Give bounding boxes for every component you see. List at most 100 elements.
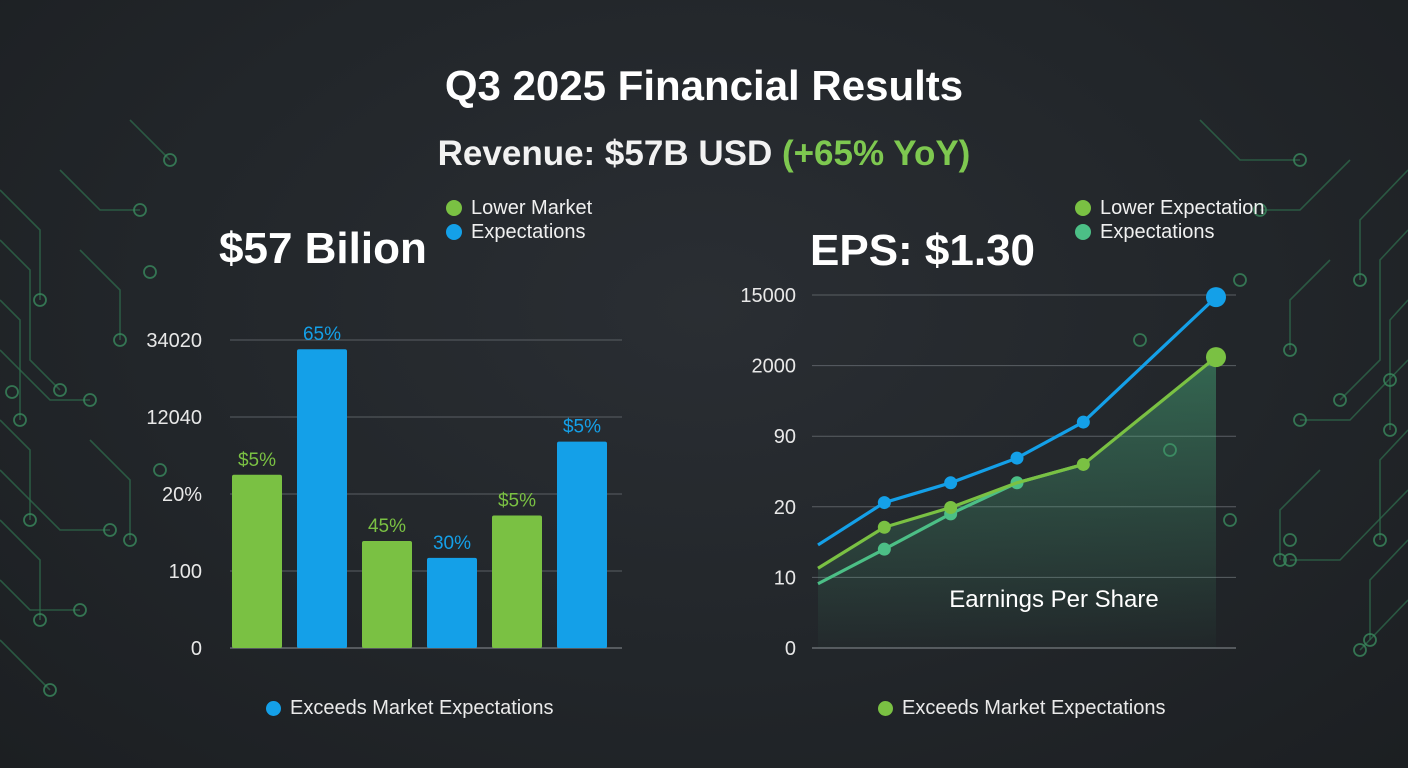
circuit-trace — [0, 349, 90, 401]
circuit-node — [1293, 153, 1307, 167]
circuit-trace — [0, 639, 51, 691]
bar-value-label: $5% — [498, 491, 536, 512]
y-tick-label: 0 — [191, 638, 202, 660]
circuit-node — [43, 683, 57, 697]
y-tick-label: 20 — [774, 497, 796, 519]
revenue-bar-chart: 0 100 20% 12040 34020 $5% 65% 45% 30% $5% $5% — [146, 324, 622, 660]
circuit-trace — [1389, 299, 1408, 430]
eps-line-chart: 0 10 20 90 2000 15000 Earnings Per Share — [740, 285, 1236, 660]
data-point — [944, 476, 958, 490]
bar — [427, 557, 477, 648]
circuit-node — [1383, 423, 1397, 437]
revenue-text: Revenue: $57B USD — [437, 134, 782, 173]
circuit-node — [1233, 273, 1247, 287]
circuit-trace — [1279, 469, 1321, 560]
circuit-trace — [1260, 159, 1351, 211]
circuit-node — [1333, 393, 1347, 407]
circuit-node — [103, 523, 117, 537]
bar-value-label: 65% — [303, 324, 341, 345]
data-point — [1206, 347, 1226, 368]
circuit-node — [13, 413, 27, 427]
circuit-node — [1353, 273, 1367, 287]
circuit-node — [1353, 643, 1367, 657]
legend-label: Expectations — [471, 220, 586, 243]
circuit-node — [1373, 533, 1387, 547]
circuit-trace — [89, 439, 131, 540]
circuit-trace — [1359, 169, 1408, 280]
left-legend-item: Lower Market — [446, 196, 592, 220]
circuit-node — [1283, 343, 1297, 357]
circuit-node — [163, 153, 177, 167]
right-legend-item: Expectations — [1075, 220, 1265, 244]
circuit-node — [23, 513, 37, 527]
series-line — [817, 355, 1218, 570]
circuit-node — [113, 333, 127, 347]
legend-label: Expectations — [1100, 220, 1215, 243]
data-point — [1076, 457, 1090, 471]
bottom-legend-label: Exceeds Market Expectations — [902, 697, 1166, 719]
circuit-trace — [0, 469, 110, 531]
circuit-trace — [0, 579, 80, 611]
bar-value-label: $5% — [238, 450, 276, 471]
bar — [232, 474, 282, 648]
circuit-trace — [0, 519, 41, 620]
left-legend: Lower Market Expectations — [446, 196, 592, 244]
y-tick-label: 2000 — [752, 356, 797, 378]
green-dot-icon — [1075, 200, 1091, 216]
y-tick-label: 0 — [785, 638, 796, 660]
bar — [362, 540, 412, 648]
green-dot-icon — [878, 701, 893, 716]
data-point — [1206, 287, 1226, 308]
y-tick-label: 15000 — [740, 285, 796, 307]
circuit-node — [5, 385, 19, 399]
circuit-node — [83, 393, 97, 407]
circuit-node — [1293, 413, 1307, 427]
bar-value-label: 30% — [433, 533, 471, 554]
revenue-headline: $57 Bilion — [219, 224, 427, 273]
circuit-node — [153, 463, 167, 477]
circuit-trace — [1300, 359, 1408, 421]
circuit-trace — [59, 169, 140, 211]
circuit-node — [1253, 203, 1267, 217]
circuit-node — [33, 613, 47, 627]
circuit-node — [1273, 553, 1287, 567]
page-subtitle: Revenue: $57B USD (+65% YoY) — [0, 134, 1408, 174]
teal-dot-icon — [1075, 224, 1091, 240]
legend-label: Lower Market — [471, 196, 593, 219]
circuit-trace — [0, 189, 41, 300]
data-point — [877, 542, 891, 556]
data-point — [877, 520, 891, 534]
circuit-trace — [79, 249, 121, 340]
circuit-node — [33, 293, 47, 307]
series-line — [817, 295, 1218, 547]
circuit-trace — [1369, 539, 1408, 640]
circuit-trace — [1379, 429, 1408, 540]
circuit-node — [73, 603, 87, 617]
y-tick-label: 12040 — [146, 407, 202, 429]
page-title: Q3 2025 Financial Results — [444, 62, 964, 109]
y-tick-label: 10 — [774, 567, 796, 589]
growth-text: (+65% YoY) — [781, 134, 971, 173]
y-tick-label: 100 — [169, 561, 202, 583]
right-legend: Lower Expectation Expectations — [1075, 196, 1265, 244]
y-tick-label: 20% — [162, 484, 202, 506]
circuit-trace — [1199, 119, 1300, 161]
data-point — [1076, 415, 1090, 429]
circuit-trace — [0, 299, 21, 420]
circuit-node — [1283, 553, 1297, 567]
circuit-trace — [0, 419, 31, 520]
circuit-node — [123, 533, 137, 547]
circuit-trace — [1290, 489, 1408, 561]
circuit-node — [143, 265, 157, 279]
circuit-node — [53, 383, 67, 397]
circuit-node — [133, 203, 147, 217]
circuit-trace — [129, 119, 171, 161]
area-fill — [818, 357, 1216, 648]
y-tick-label: 90 — [774, 426, 796, 448]
circuit-trace — [1289, 259, 1331, 350]
chart-annotation: Earnings Per Share — [949, 586, 1158, 613]
bar-value-label: 45% — [368, 516, 406, 537]
legend-label: Lower Expectation — [1100, 196, 1265, 219]
right-legend-item: Lower Expectation — [1075, 196, 1265, 220]
